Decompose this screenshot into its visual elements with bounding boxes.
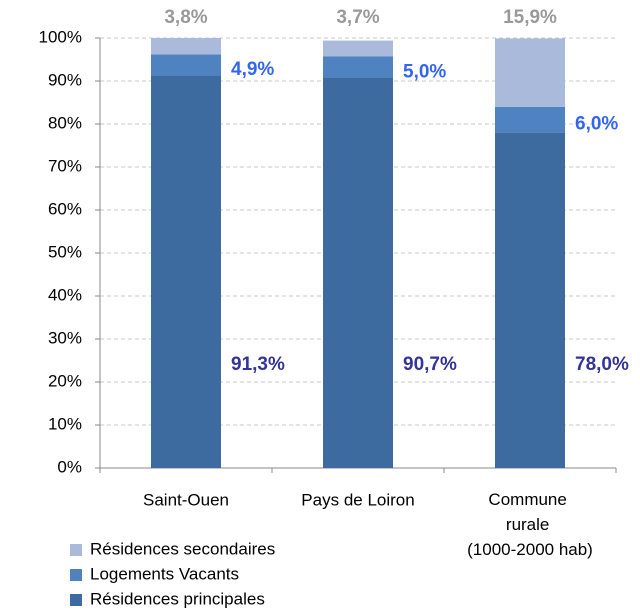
y-tick-label: 90%	[48, 70, 82, 89]
bar-segment	[323, 56, 393, 78]
value-label: 3,7%	[336, 7, 379, 28]
bar-segment	[495, 106, 565, 133]
y-tick-label: 50%	[48, 242, 82, 261]
bar-segment	[323, 77, 393, 469]
y-tick-label: 10%	[48, 414, 82, 433]
value-label: 15,9%	[503, 7, 557, 28]
value-label: 5,0%	[403, 61, 446, 82]
y-tick-label: 70%	[48, 156, 82, 175]
legend-swatch	[70, 569, 82, 581]
y-tick-label: 100%	[39, 27, 82, 46]
bar-segment	[151, 54, 221, 76]
y-tick-label: 30%	[48, 328, 82, 347]
y-tick-label: 20%	[48, 371, 82, 390]
y-tick-label: 80%	[48, 113, 82, 132]
value-label: 4,9%	[231, 59, 274, 80]
value-label: 6,0%	[575, 114, 618, 135]
value-label: 78,0%	[575, 354, 629, 375]
legend-label: Logements Vacants	[90, 564, 239, 583]
x-tick-label: Saint-Ouen	[143, 490, 229, 509]
x-tick-label: Pays de Loiron	[301, 490, 414, 509]
legend-label: Résidences principales	[90, 589, 265, 608]
legend-swatch	[70, 544, 82, 556]
bar-segment	[495, 132, 565, 468]
legend-swatch	[70, 594, 82, 606]
bar-segment	[151, 75, 221, 468]
value-label: 90,7%	[403, 354, 457, 375]
y-tick-label: 40%	[48, 285, 82, 304]
value-label: 91,3%	[231, 354, 285, 375]
value-label: 3,8%	[164, 7, 207, 28]
bar-segment	[323, 40, 393, 57]
y-tick-label: 60%	[48, 199, 82, 218]
x-tick-label: Commune rurale (1000-2000 hab)	[467, 490, 593, 559]
y-tick-label: 0%	[57, 457, 82, 476]
bar-segment	[495, 38, 565, 107]
legend-label: Résidences secondaires	[90, 539, 275, 558]
bar-segment	[151, 38, 221, 55]
